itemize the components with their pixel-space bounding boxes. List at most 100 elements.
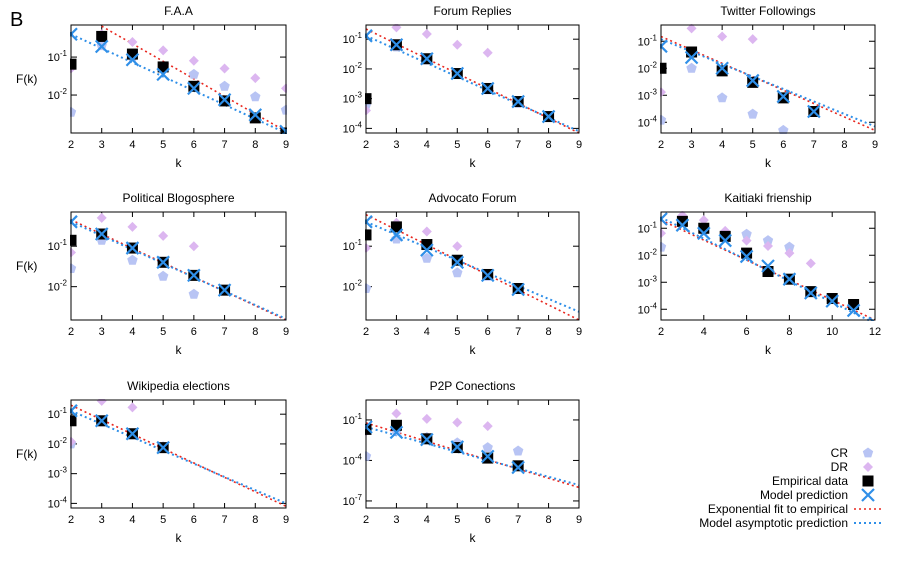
model-point — [684, 50, 699, 65]
dr-point — [127, 402, 138, 413]
x-tick-label: 3 — [393, 326, 399, 338]
x-tick-label: 4 — [129, 514, 135, 526]
x-tick-label: 8 — [546, 139, 552, 151]
legend-label-exp-fit: Exponential fit to empirical — [708, 502, 848, 516]
legend-label-asymptotic: Model asymptotic prediction — [699, 516, 848, 530]
x-tick-label: 6 — [485, 326, 491, 338]
dr-point — [250, 73, 261, 84]
y-tick-label: 10-3 — [638, 87, 658, 102]
empirical-point — [451, 254, 463, 266]
model-point-stroke-b — [776, 89, 791, 104]
x-tick-label: 8 — [841, 139, 847, 151]
x-tick-label: 4 — [129, 139, 135, 151]
x-tick-label: 7 — [515, 326, 521, 338]
panel-4-ylabel: F(k) — [16, 259, 37, 273]
dr-point — [805, 258, 816, 269]
panel-1-data — [70, 25, 287, 134]
panel-6-frame — [660, 211, 876, 321]
panel-4-frame — [70, 211, 287, 321]
y-tick-label-exp: -4 — [60, 495, 68, 504]
empirical-point — [482, 452, 494, 464]
model-point-stroke-b — [541, 109, 556, 124]
y-tick-label-exp: -4 — [650, 301, 658, 310]
panel-8-frame — [365, 399, 580, 509]
panel-5-frame — [365, 211, 580, 321]
panel-4: Political Blogosphere k F(k) 2 3 4 5 6 7 8 9 10-1 10… — [16, 191, 289, 357]
empirical-point — [747, 76, 759, 88]
empirical-point — [848, 299, 860, 311]
model-point — [541, 109, 556, 124]
cr-point — [157, 270, 169, 281]
legend-label-model: Model prediction — [760, 488, 848, 502]
model-point-stroke-b — [156, 67, 170, 82]
x-tick-label: 7 — [222, 326, 228, 338]
x-tick-label: 5 — [160, 514, 166, 526]
model-point — [420, 51, 434, 66]
y-tick-label-exp: -3 — [60, 466, 68, 475]
x-tick-label: 3 — [393, 514, 399, 526]
y-tick-label-exp: -1 — [650, 220, 658, 229]
model-point — [248, 108, 263, 122]
y-tick-label: 10-1 — [343, 238, 363, 253]
cr-point — [188, 68, 200, 79]
model-point-stroke-b — [511, 460, 525, 475]
dr-point — [96, 212, 107, 223]
model-point — [125, 52, 140, 67]
x-tick-label: 2 — [363, 514, 369, 526]
empirical-point — [390, 419, 402, 431]
x-tick-label: 5 — [454, 326, 460, 338]
model-point-stroke-b — [782, 272, 797, 286]
y-tick-label-exp: -1 — [60, 238, 68, 247]
dr-point — [747, 34, 758, 45]
asymptotic-line — [365, 220, 580, 313]
y-tick-label-exp: -2 — [355, 279, 363, 288]
model-point — [675, 218, 690, 232]
panel-5-title: Advocato Forum — [428, 191, 516, 205]
model-point-stroke-b — [675, 218, 690, 232]
empirical-point — [157, 61, 169, 73]
model-point-stroke-b — [715, 61, 729, 76]
model-point — [480, 449, 495, 464]
model-point-stroke-b — [248, 108, 263, 122]
model-point-stroke-b — [187, 81, 201, 96]
x-tick-label: 7 — [222, 139, 228, 151]
model-point — [739, 249, 754, 264]
model-point — [804, 286, 818, 300]
dr-point — [391, 408, 402, 419]
panel-8: P2P Conections k 2 3 4 5 6 7 8 9 10-1 10-4 10-7 — [343, 379, 582, 545]
x-tick-label: 5 — [454, 514, 460, 526]
panel-7-xlabel: k — [176, 531, 183, 545]
panel-4-data — [70, 212, 287, 321]
model-point — [94, 39, 109, 54]
model-point — [868, 316, 876, 321]
panel-6: Kaitiaki frienship k 2 4 6 8 10 12 10-1 10-2 10-3 1… — [638, 191, 882, 357]
empirical-point — [96, 30, 108, 42]
y-tick-label: 10-1 — [48, 238, 68, 253]
x-tick-label: 8 — [546, 326, 552, 338]
empirical-point — [70, 234, 77, 246]
x-tick-label: 3 — [99, 514, 105, 526]
model-point-stroke-b — [807, 104, 821, 119]
y-tick-label: 10-7 — [343, 493, 363, 508]
model-point-stroke-b — [94, 39, 109, 54]
dr-point — [482, 47, 493, 58]
panel-2-frame — [365, 24, 580, 134]
y-tick-label-exp: -7 — [355, 493, 363, 502]
y-tick-label-exp: -3 — [650, 274, 658, 283]
x-tick-label: 6 — [485, 139, 491, 151]
empirical-point — [676, 215, 688, 227]
model-point-stroke-b — [718, 233, 732, 248]
y-tick-label-exp: -2 — [355, 61, 363, 70]
y-tick-label: 10-2 — [48, 436, 68, 451]
panel-2-data — [365, 24, 580, 134]
x-tick-label: 3 — [99, 326, 105, 338]
x-tick-label: 9 — [576, 139, 582, 151]
model-point-stroke-b — [697, 226, 711, 241]
cr-point — [660, 241, 667, 252]
y-tick-label-exp: -4 — [355, 120, 363, 129]
dr-point — [763, 241, 773, 252]
model-point — [825, 294, 839, 308]
legend-symbol-cr — [862, 447, 874, 458]
panel-7-frame — [70, 399, 287, 509]
